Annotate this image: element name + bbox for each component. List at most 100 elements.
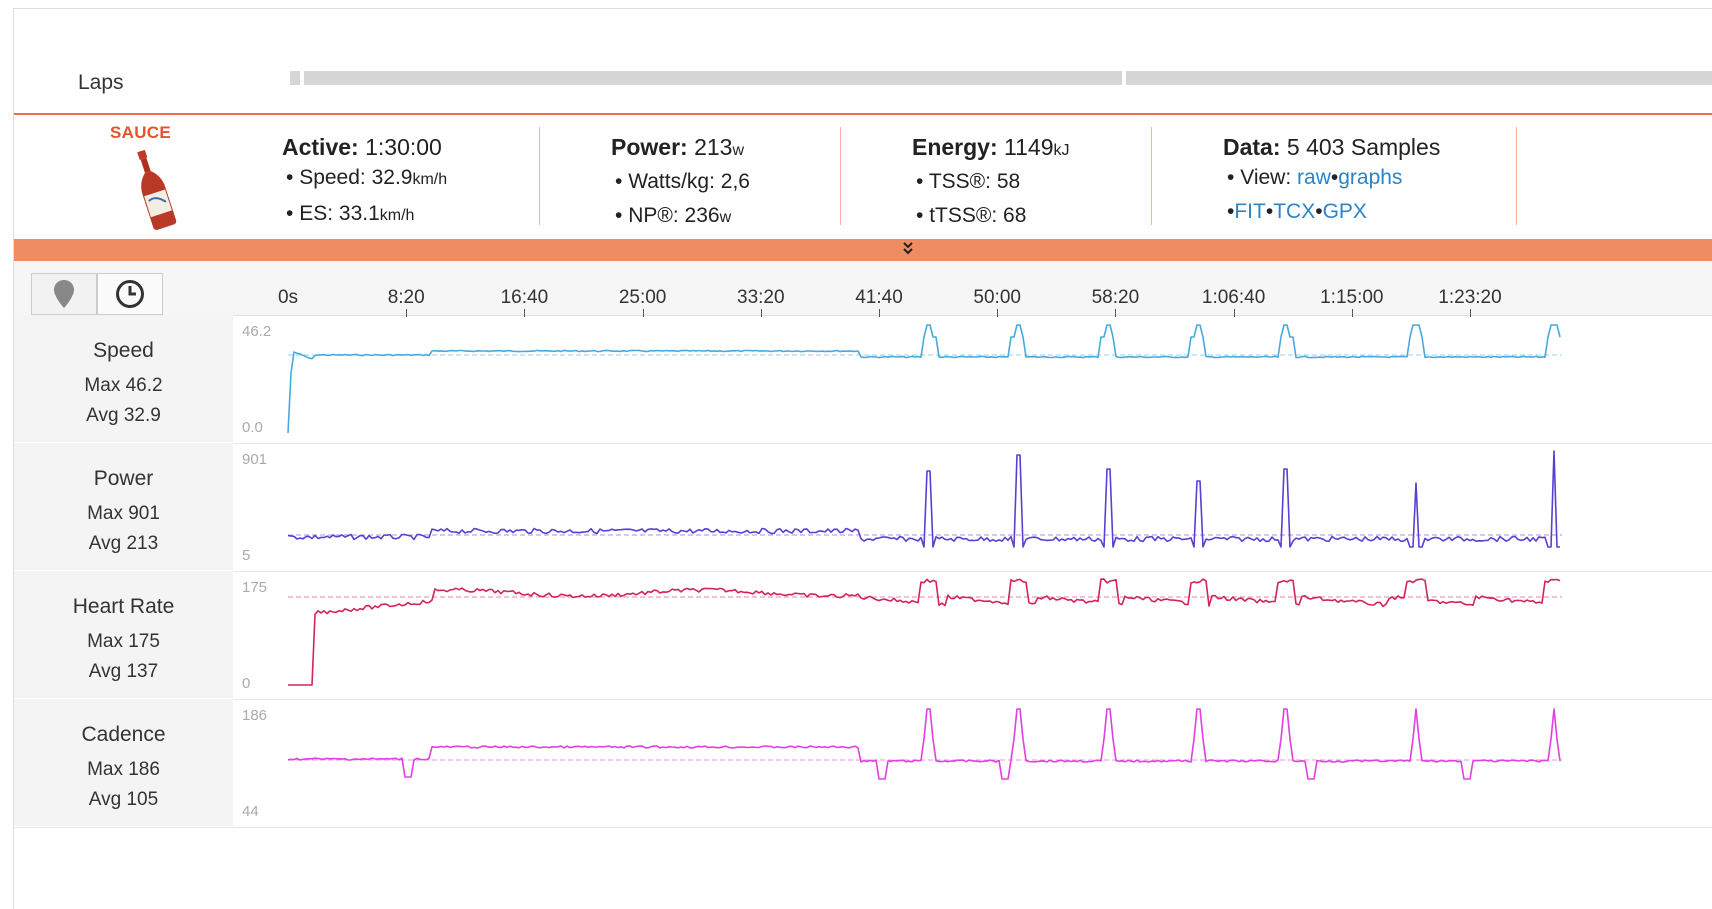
view-graphs-link[interactable]: graphs	[1338, 166, 1403, 189]
time-tick-label: 41:40	[855, 287, 903, 308]
time-tick-label: 16:40	[500, 287, 549, 308]
summary-separator	[1151, 127, 1152, 225]
graph-row-heart-rate: Heart Rate Max 175 Avg 137 175 0	[14, 571, 1712, 700]
time-tick-mark	[1115, 309, 1117, 317]
time-tick-label: 25:00	[618, 287, 667, 308]
time-tick-mark	[1351, 309, 1353, 317]
graph-row-power: Power Max 901 Avg 213 901 5	[14, 443, 1712, 572]
export-gpx-link[interactable]: GPX	[1322, 200, 1367, 223]
np-label: NP®:	[628, 204, 679, 227]
time-tick-mark	[997, 309, 999, 317]
graph-label-panel: Heart Rate Max 175 Avg 137	[14, 571, 233, 698]
time-tick-mark	[1470, 309, 1471, 317]
ttss-label: tTSS®:	[929, 204, 998, 227]
laps-divider	[14, 113, 1712, 115]
time-tick-label: 8:20	[387, 287, 425, 308]
double-chevron-down-icon[interactable]	[902, 241, 914, 257]
power-value: 213	[694, 134, 733, 160]
active-label: Active:	[282, 134, 359, 160]
time-tick-label: 58:20	[1091, 287, 1140, 308]
graph-plot[interactable]	[233, 443, 1712, 570]
graph-axis-min: 44	[242, 803, 259, 820]
graph-max: Max 186	[87, 759, 160, 780]
time-view-button[interactable]	[97, 273, 163, 315]
lap-bar-2[interactable]	[304, 71, 1122, 85]
graph-series-line	[288, 578, 1561, 686]
view-label: View:	[1240, 166, 1292, 189]
data-value: 5 403 Samples	[1286, 134, 1441, 160]
graph-label-panel: Power Max 901 Avg 213	[14, 443, 233, 570]
summary-toggle-bar[interactable]	[14, 239, 1712, 261]
summary-separator	[539, 127, 540, 225]
graph-axis-max: 175	[242, 579, 268, 596]
lap-bar-3[interactable]	[1126, 71, 1712, 85]
sauce-logo: SAUCE	[110, 123, 172, 142]
graph-axis-min: 0	[242, 675, 251, 692]
graph-name: Heart Rate	[72, 595, 175, 618]
power-unit: w	[732, 142, 745, 159]
es-label: ES:	[299, 202, 334, 225]
sauce-bottle-icon	[137, 149, 177, 230]
graph-axis-min: 0.0	[242, 419, 263, 436]
graph-series-line	[287, 450, 1560, 548]
time-tick-mark	[1233, 309, 1235, 317]
map-view-button[interactable]	[31, 273, 97, 315]
es-value: 33.1	[338, 202, 380, 225]
graph-axis-max: 901	[242, 451, 268, 468]
time-tick-label: 1:15:00	[1320, 287, 1384, 308]
graph-label-panel: Cadence Max 186 Avg 105	[14, 699, 233, 826]
np-unit: w	[719, 209, 732, 226]
speed-unit: km/h	[412, 171, 448, 188]
energy-value: 1149	[1004, 134, 1054, 160]
graph-name: Speed	[93, 339, 154, 362]
graph-max: Max 901	[87, 503, 160, 524]
graph-axis-max: 186	[242, 707, 268, 724]
speed-label: Speed:	[299, 166, 366, 189]
graph-series-line	[287, 708, 1561, 780]
time-tick-mark	[642, 309, 644, 317]
energy-label: Energy:	[912, 134, 998, 160]
tss-value: 58	[996, 170, 1021, 193]
ttss-value: 68	[1003, 204, 1027, 227]
power-label: Power:	[611, 134, 688, 160]
data-label: Data:	[1223, 134, 1281, 160]
graph-avg: Avg 213	[88, 533, 159, 554]
es-unit: km/h	[379, 207, 415, 224]
graph-plot[interactable]	[233, 571, 1712, 698]
energy-unit: kJ	[1053, 142, 1070, 159]
clock-icon	[116, 280, 144, 308]
map-pin-icon	[54, 280, 74, 308]
view-raw-link[interactable]: raw	[1297, 166, 1331, 189]
lap-bar-1[interactable]	[290, 71, 300, 85]
active-value: 1:30:00	[365, 134, 442, 160]
time-axis-row	[14, 261, 1712, 316]
summary-separator	[1516, 127, 1517, 225]
time-tick-mark	[406, 309, 408, 317]
time-tick-mark	[879, 309, 880, 317]
graph-max: Max 46.2	[84, 375, 163, 396]
time-tick-label: 1:06:40	[1201, 287, 1266, 308]
export-tcx-link[interactable]: TCX	[1273, 200, 1316, 223]
summary-separator	[840, 127, 841, 225]
laps-row: Laps	[14, 9, 1712, 113]
graph-plot[interactable]	[233, 315, 1712, 442]
time-tick-mark	[760, 309, 762, 317]
time-tick-label: 1:23:20	[1438, 287, 1502, 308]
graph-row-cadence: Cadence Max 186 Avg 105 186 44	[14, 699, 1712, 828]
tss-label: TSS®:	[928, 170, 991, 193]
graph-name: Power	[93, 467, 154, 490]
graph-avg: Avg 137	[88, 661, 159, 682]
graph-max: Max 175	[87, 631, 160, 652]
export-fit-link[interactable]: FIT	[1234, 200, 1266, 223]
graph-name: Cadence	[81, 723, 166, 746]
time-tick-label: 50:00	[973, 287, 1021, 308]
time-tick-mark	[524, 309, 526, 317]
summary-col-power: Power: 213w • Watts/kg: 2,6 • NP®: 236w	[611, 134, 750, 227]
graph-axis-max: 46.2	[242, 323, 272, 340]
graph-axis-min: 5	[242, 547, 251, 564]
graph-plot[interactable]	[233, 699, 1712, 826]
activity-frame: Laps SAUCE Active: 1:30:00 • Speed: 32.9…	[13, 8, 1712, 909]
laps-label: Laps	[78, 71, 124, 94]
np-value: 236	[684, 204, 720, 227]
